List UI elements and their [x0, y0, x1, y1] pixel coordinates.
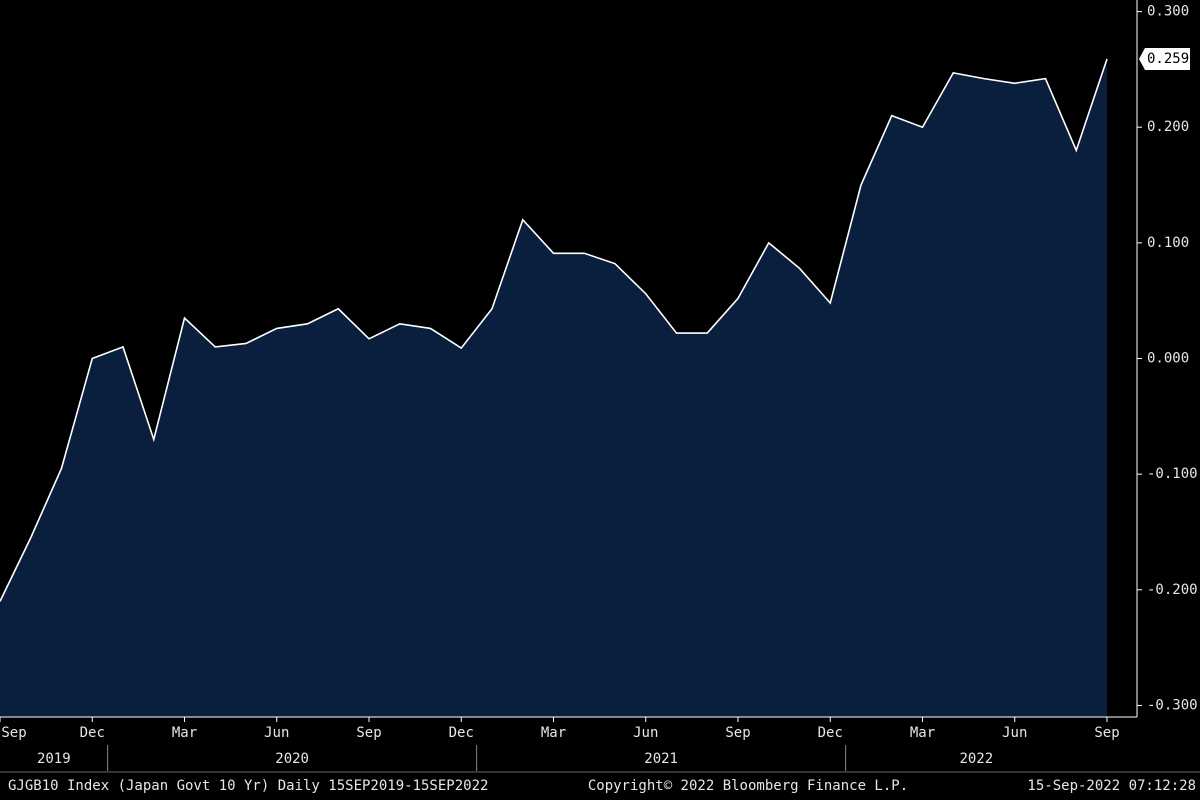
footer-center: Copyright© 2022 Bloomberg Finance L.P.: [588, 778, 908, 794]
y-tick-label: -0.100: [1147, 466, 1198, 482]
y-tick-label: 0.200: [1147, 119, 1189, 135]
y-tick-label: 0.300: [1147, 4, 1189, 20]
x-tick-label: Mar: [541, 725, 566, 741]
y-tick-label: 0.000: [1147, 351, 1189, 367]
year-label: 2022: [959, 751, 993, 767]
x-tick-label: Jun: [264, 725, 289, 741]
x-tick-label: Sep: [1094, 725, 1119, 741]
area: [0, 58, 1107, 718]
line: [0, 58, 1108, 602]
footer-left: GJGB10 Index (Japan Govt 10 Yr) Daily 15…: [8, 778, 488, 794]
x-tick-label: Sep: [356, 725, 381, 741]
x-tick-label: Sep: [725, 725, 750, 741]
footer-right: 15-Sep-2022 07:12:28: [1027, 778, 1196, 794]
x-tick-label: Sep: [1, 725, 26, 741]
x-tick-label: Dec: [449, 725, 474, 741]
last-value-box: [1139, 47, 1190, 70]
y-tick-label: -0.200: [1147, 582, 1198, 598]
y-tick-label: 0.100: [1147, 235, 1189, 251]
x-tick-label: Mar: [172, 725, 197, 741]
year-label: 2021: [644, 751, 678, 767]
y-tick-label: -0.300: [1147, 697, 1198, 713]
x-tick-label: Jun: [1002, 725, 1027, 741]
x-tick-label: Dec: [80, 725, 105, 741]
x-tick-label: Mar: [910, 725, 935, 741]
x-tick-label: Jun: [633, 725, 658, 741]
x-tick-label: Dec: [818, 725, 843, 741]
last-value-label: 0.259: [1147, 51, 1189, 67]
year-label: 2020: [275, 751, 309, 767]
year-label: 2019: [37, 751, 71, 767]
